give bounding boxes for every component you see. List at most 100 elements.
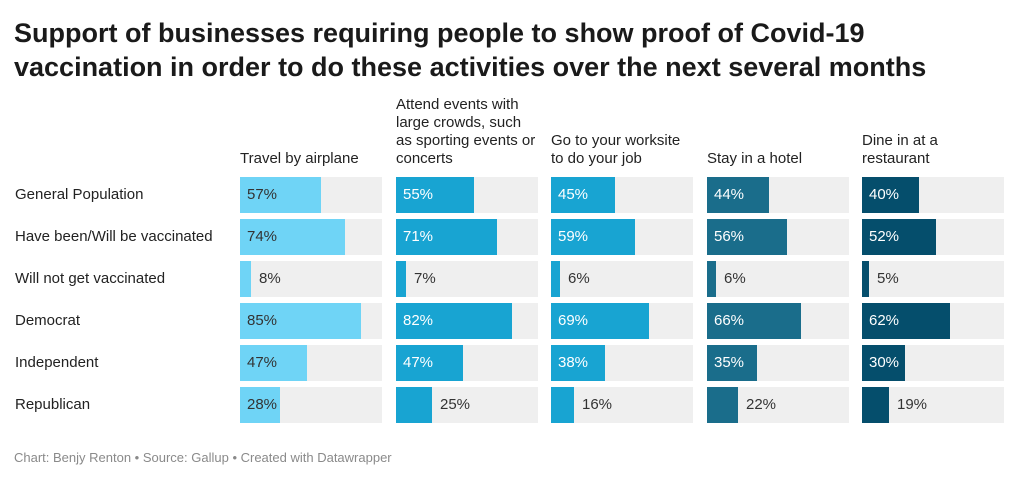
data-label: 6% bbox=[568, 270, 590, 287]
bar-track: 69% bbox=[551, 303, 693, 339]
bar-track: 8% bbox=[240, 261, 382, 297]
data-label: 47% bbox=[403, 354, 434, 371]
bar bbox=[396, 387, 432, 423]
bar-track: 45% bbox=[551, 177, 693, 213]
data-label: 47% bbox=[247, 354, 278, 371]
bar-track: 85% bbox=[240, 303, 382, 339]
bar bbox=[707, 387, 738, 423]
bar-track: 57% bbox=[240, 177, 382, 213]
row-label: Independent bbox=[15, 354, 99, 371]
bar bbox=[862, 345, 905, 381]
bar bbox=[396, 261, 406, 297]
bar-track: 71% bbox=[396, 219, 538, 255]
data-label: 8% bbox=[259, 270, 281, 287]
data-label: 6% bbox=[724, 270, 746, 287]
data-label: 74% bbox=[247, 228, 278, 245]
bar-track: 19% bbox=[862, 387, 1004, 423]
bar-track: 62% bbox=[862, 303, 1004, 339]
data-label: 44% bbox=[714, 186, 745, 203]
bar-track: 22% bbox=[707, 387, 849, 423]
data-label: 69% bbox=[558, 312, 589, 329]
bar-track: 59% bbox=[551, 219, 693, 255]
bar-track: 6% bbox=[551, 261, 693, 297]
data-label: 66% bbox=[714, 312, 745, 329]
data-label: 62% bbox=[869, 312, 900, 329]
column-header: Dine in at a restaurant bbox=[862, 132, 938, 167]
bar-track: 6% bbox=[707, 261, 849, 297]
data-label: 71% bbox=[403, 228, 434, 245]
chart-footer: Chart: Benjy Renton • Source: Gallup • C… bbox=[14, 450, 392, 465]
bar bbox=[396, 177, 474, 213]
bar-track: 56% bbox=[707, 219, 849, 255]
bar bbox=[396, 303, 512, 339]
bar-track: 38% bbox=[551, 345, 693, 381]
row-label: Have been/Will be vaccinated bbox=[15, 228, 213, 245]
bar bbox=[862, 261, 869, 297]
bar bbox=[862, 303, 950, 339]
chart-title: Support of businesses requiring people t… bbox=[14, 18, 927, 82]
bar bbox=[551, 219, 635, 255]
bar bbox=[862, 177, 919, 213]
bar bbox=[707, 177, 769, 213]
bar-track: 7% bbox=[396, 261, 538, 297]
data-label: 45% bbox=[558, 186, 589, 203]
bar bbox=[707, 219, 787, 255]
bar-track: 35% bbox=[707, 345, 849, 381]
row-label: General Population bbox=[15, 186, 144, 203]
bar bbox=[551, 261, 560, 297]
data-label: 30% bbox=[869, 354, 900, 371]
data-label: 82% bbox=[403, 312, 434, 329]
bar-track: 25% bbox=[396, 387, 538, 423]
bar bbox=[551, 177, 615, 213]
data-label: 55% bbox=[403, 186, 434, 203]
bar bbox=[240, 387, 280, 423]
bar bbox=[240, 303, 361, 339]
data-label: 5% bbox=[877, 270, 899, 287]
bar bbox=[862, 219, 936, 255]
bar-track: 47% bbox=[396, 345, 538, 381]
row-label: Republican bbox=[15, 396, 91, 413]
data-label: 35% bbox=[714, 354, 745, 371]
bar-track: 82% bbox=[396, 303, 538, 339]
data-label: 56% bbox=[714, 228, 745, 245]
bar-track: 16% bbox=[551, 387, 693, 423]
bar-track: 40% bbox=[862, 177, 1004, 213]
data-label: 7% bbox=[414, 270, 436, 287]
bar bbox=[240, 261, 251, 297]
bar-track: 30% bbox=[862, 345, 1004, 381]
bar bbox=[551, 303, 649, 339]
data-label: 25% bbox=[440, 396, 471, 413]
bar-track: 28% bbox=[240, 387, 382, 423]
row-label: Democrat bbox=[15, 312, 81, 329]
bar bbox=[551, 387, 574, 423]
bar-track: 5% bbox=[862, 261, 1004, 297]
bar-track: 74% bbox=[240, 219, 382, 255]
data-label: 52% bbox=[869, 228, 900, 245]
bar-track: 47% bbox=[240, 345, 382, 381]
bar bbox=[551, 345, 605, 381]
data-label: 28% bbox=[247, 396, 278, 413]
column-header: Attend events with large crowds, such as… bbox=[396, 96, 536, 167]
bar bbox=[240, 177, 321, 213]
data-label: 38% bbox=[558, 354, 589, 371]
bar bbox=[862, 387, 889, 423]
data-label: 16% bbox=[582, 396, 613, 413]
column-header: Go to your worksite to do your job bbox=[551, 132, 681, 167]
bar bbox=[707, 345, 757, 381]
data-label: 59% bbox=[558, 228, 589, 245]
bar-track: 55% bbox=[396, 177, 538, 213]
column-header: Stay in a hotel bbox=[707, 150, 803, 167]
data-label: 40% bbox=[869, 186, 900, 203]
bar-track: 52% bbox=[862, 219, 1004, 255]
bar bbox=[707, 261, 716, 297]
bar-track: 66% bbox=[707, 303, 849, 339]
column-header: Travel by airplane bbox=[240, 150, 359, 167]
row-label: Will not get vaccinated bbox=[15, 270, 166, 287]
bar bbox=[396, 219, 497, 255]
bar bbox=[240, 345, 307, 381]
bar bbox=[707, 303, 801, 339]
data-label: 57% bbox=[247, 186, 278, 203]
data-label: 22% bbox=[746, 396, 777, 413]
bar-track: 44% bbox=[707, 177, 849, 213]
